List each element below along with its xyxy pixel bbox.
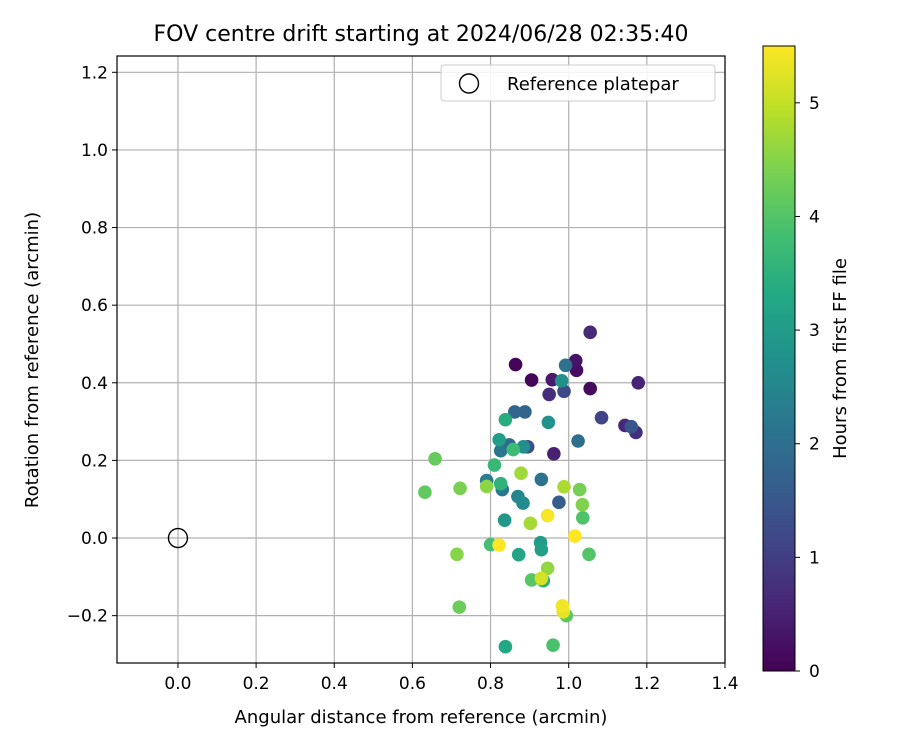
data-point	[568, 353, 583, 368]
data-point	[452, 600, 467, 614]
y-axis-label: Rotation from reference (arcmin)	[22, 212, 43, 508]
data-point	[479, 479, 494, 494]
y-tick-label: −0.2	[67, 607, 108, 627]
data-point	[546, 638, 560, 652]
x-tick-label: 0.8	[477, 674, 504, 694]
data-point	[516, 496, 530, 510]
colorbar: 0 1 2 3 4 5 Hours from first FF file	[762, 45, 851, 682]
data-point	[541, 415, 556, 430]
y-tick-label: 1.2	[81, 63, 108, 83]
y-tick-label: 0.4	[81, 374, 108, 394]
data-point	[572, 482, 587, 497]
y-tick-label: 0.8	[81, 219, 108, 239]
data-point	[575, 497, 590, 512]
chart-title: FOV centre drift starting at 2024/06/28 …	[154, 22, 689, 47]
data-point	[631, 375, 646, 390]
data-point	[547, 447, 561, 461]
x-tick-label: 0.4	[321, 674, 348, 694]
data-point	[450, 547, 464, 562]
data-point	[557, 384, 571, 399]
data-point	[534, 571, 549, 586]
colorbar-ticks: 0 1 2 3 4 5	[795, 94, 820, 682]
data-points	[418, 325, 646, 654]
data-point	[508, 357, 523, 372]
data-point	[552, 495, 566, 510]
x-tick-label: 1.0	[555, 674, 582, 694]
data-point	[568, 529, 582, 543]
colorbar-tick-label: 5	[809, 94, 820, 114]
y-tick-label: 0.0	[81, 529, 108, 549]
x-axis-ticks: 0.0 0.2 0.4 0.6 0.8 1.0 1.2 1.4	[164, 663, 739, 694]
x-tick-label: 0.6	[399, 674, 426, 694]
y-tick-label: 1.0	[81, 141, 108, 161]
data-point	[554, 374, 569, 388]
data-point	[493, 476, 508, 491]
x-tick-label: 0.2	[243, 674, 270, 694]
reference-marker	[167, 527, 189, 549]
data-point	[487, 458, 502, 472]
data-point	[514, 466, 528, 481]
data-point	[555, 599, 570, 613]
colorbar-label: Hours from first FF file	[830, 258, 851, 459]
colorbar-tick-label: 1	[809, 548, 820, 568]
data-point	[594, 410, 609, 425]
data-point	[624, 419, 639, 434]
data-point	[583, 325, 597, 340]
y-tick-label: 0.6	[81, 296, 108, 316]
data-point	[534, 472, 549, 487]
legend-reference-marker	[458, 73, 480, 94]
data-point	[493, 443, 508, 458]
data-point	[507, 405, 522, 419]
x-tick-label: 1.4	[711, 674, 738, 694]
data-point	[453, 481, 467, 496]
data-point	[524, 373, 539, 387]
plot-frame	[116, 55, 726, 664]
y-axis-ticks: −0.2 0.0 0.2 0.4 0.6 0.8 1.0 1.2	[67, 63, 117, 627]
data-point	[523, 516, 538, 531]
data-point	[542, 387, 556, 402]
data-point	[534, 542, 549, 557]
data-point	[511, 547, 526, 562]
data-point	[540, 561, 555, 576]
y-tick-label: 0.2	[81, 451, 108, 471]
data-point	[492, 538, 506, 552]
colorbar-tick-label: 3	[809, 321, 820, 341]
x-axis-label: Angular distance from reference (arcmin)	[235, 707, 608, 728]
data-point	[575, 511, 590, 525]
data-point	[540, 508, 555, 523]
data-point	[582, 547, 596, 562]
colorbar-tick-label: 2	[809, 435, 820, 455]
data-point	[557, 479, 571, 494]
data-point	[558, 358, 573, 373]
data-point	[418, 485, 432, 500]
legend-label: Reference platepar	[507, 74, 679, 95]
data-point	[571, 434, 585, 448]
colorbar-tick-label: 0	[809, 662, 820, 682]
data-point	[498, 412, 513, 427]
data-point	[518, 405, 532, 419]
colorbar-gradient	[762, 45, 796, 672]
legend-box	[440, 64, 716, 102]
data-point	[492, 433, 506, 447]
data-point	[498, 639, 513, 654]
colorbar-tick-label: 4	[809, 207, 820, 227]
data-point	[583, 381, 597, 396]
data-point	[428, 452, 442, 466]
data-point	[506, 442, 521, 457]
reference-point	[167, 527, 189, 549]
data-point	[497, 513, 512, 527]
x-tick-label: 1.2	[633, 674, 660, 694]
x-tick-label: 0.0	[164, 674, 191, 694]
legend: Reference platepar	[440, 64, 716, 102]
data-point	[569, 363, 584, 378]
